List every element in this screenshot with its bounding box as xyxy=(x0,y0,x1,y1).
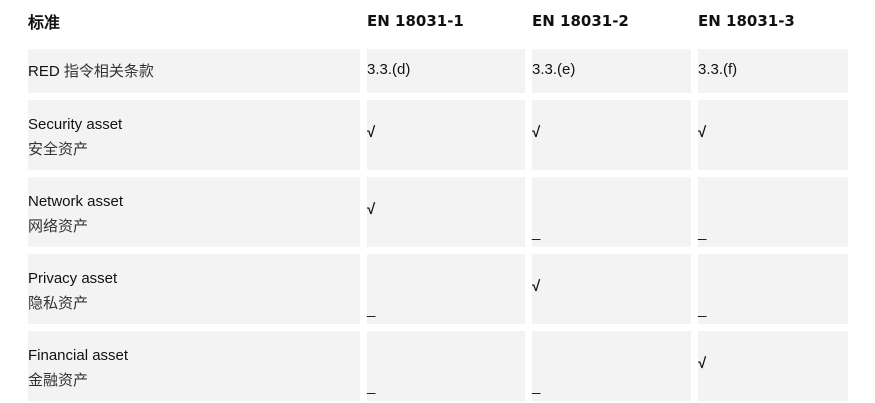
asset-label-cell: Financial asset 金融资产 xyxy=(28,331,360,401)
applicability-cell: _ xyxy=(532,331,691,401)
applicability-cell: √ xyxy=(698,100,848,170)
applicability-cell: √ xyxy=(367,100,525,170)
check-mark: √ xyxy=(532,124,541,141)
clause-cell: 3.3.(f) xyxy=(698,49,848,93)
asset-label-en: Security asset xyxy=(28,116,123,133)
asset-label: Network asset 网络资产 xyxy=(28,190,123,238)
applicability-cell: _ xyxy=(698,254,848,324)
applicability-cell: _ xyxy=(532,177,691,247)
asset-label-cell: Security asset 安全资产 xyxy=(28,100,360,170)
applicability-cell: _ xyxy=(698,177,848,247)
applicability-cell: √ xyxy=(367,177,525,247)
not-applicable-dash: _ xyxy=(532,224,541,241)
clause-cell: 3.3.(e) xyxy=(532,49,691,93)
applicability-cell: _ xyxy=(367,254,525,324)
asset-label-zh: 金融资产 xyxy=(28,371,89,389)
asset-label-zh: 隐私资产 xyxy=(28,294,89,312)
header-standard: 标准 xyxy=(28,13,61,32)
asset-label-zh: 网络资产 xyxy=(28,217,89,235)
asset-label-en: Privacy asset xyxy=(28,270,118,287)
check-mark: √ xyxy=(698,355,707,372)
not-applicable-dash: _ xyxy=(698,301,707,318)
applicability-cell: √ xyxy=(698,331,848,401)
asset-label-cell: Privacy asset 隐私资产 xyxy=(28,254,360,324)
clause-value: 3.3.(e) xyxy=(532,61,576,78)
clause-label-zh: 指令相关条款 xyxy=(63,62,154,80)
check-mark: √ xyxy=(532,278,541,295)
asset-label: Financial asset 金融资产 xyxy=(28,344,128,392)
header-en18031-1: EN 18031-1 xyxy=(367,12,464,30)
clause-label: RED 指令相关条款 xyxy=(28,59,154,84)
asset-label-en: Network asset xyxy=(28,193,124,210)
header-en18031-3: EN 18031-3 xyxy=(698,12,795,30)
not-applicable-dash: _ xyxy=(698,224,707,241)
clause-cell: 3.3.(d) xyxy=(367,49,525,93)
asset-label-zh: 安全资产 xyxy=(28,140,89,158)
applicability-cell: √ xyxy=(532,100,691,170)
check-mark: √ xyxy=(698,124,707,141)
clause-label-prefix: RED xyxy=(28,63,60,80)
clause-value: 3.3.(d) xyxy=(367,61,411,78)
asset-label: Security asset 安全资产 xyxy=(28,113,122,161)
check-mark: √ xyxy=(367,124,376,141)
not-applicable-dash: _ xyxy=(367,301,376,318)
asset-label-en: Financial asset xyxy=(28,347,129,364)
applicability-cell: √ xyxy=(532,254,691,324)
not-applicable-dash: _ xyxy=(532,378,541,395)
asset-label: Privacy asset 隐私资产 xyxy=(28,267,117,315)
clause-label-cell: RED 指令相关条款 xyxy=(28,49,360,93)
standards-table: 标准 EN 18031-1 EN 18031-2 EN 18031-3 RED … xyxy=(28,0,848,401)
header-en18031-2: EN 18031-2 xyxy=(532,12,629,30)
check-mark: √ xyxy=(367,201,376,218)
clause-value: 3.3.(f) xyxy=(698,61,738,78)
not-applicable-dash: _ xyxy=(367,378,376,395)
asset-label-cell: Network asset 网络资产 xyxy=(28,177,360,247)
applicability-cell: _ xyxy=(367,331,525,401)
